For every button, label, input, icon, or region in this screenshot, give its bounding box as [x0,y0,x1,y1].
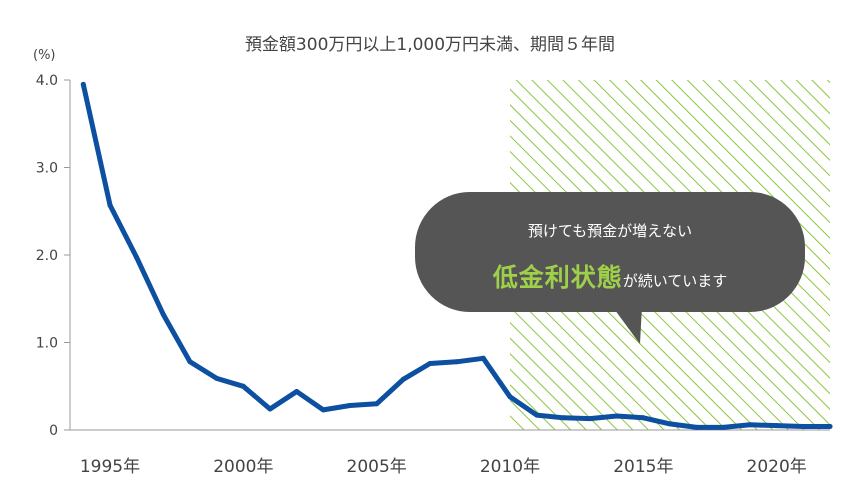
data-point [400,376,406,382]
data-point [454,359,460,365]
y-axis-unit-label: (%) [33,48,56,63]
y-tick-label: 4.0 [36,73,58,89]
data-point [214,375,220,381]
callout-line2: 低金利状態が続いています [415,258,805,294]
data-point [240,383,246,389]
data-point [107,202,113,208]
x-tick-label: 2005年 [347,457,407,477]
data-point [507,394,513,400]
data-point [587,416,593,422]
data-point [80,81,86,87]
y-tick-label: 3.0 [36,161,58,177]
x-tick-label: 2000年 [213,457,273,477]
data-point [560,415,566,421]
x-tick-label: 2010年 [480,457,540,477]
callout-pointer [612,306,642,344]
data-point [774,423,780,429]
data-point [187,359,193,365]
x-tick-label: 2015年 [613,457,673,477]
data-point [480,355,486,361]
data-point [667,421,673,427]
data-point [694,424,700,430]
chart-title: 預金額300万円以上1,000万円未満、期間５年間 [244,35,616,55]
callout-bubble [415,192,805,312]
data-point [134,255,140,261]
data-point [320,407,326,413]
callout-highlight: 低金利状態 [492,263,623,292]
y-tick-label: 1.0 [36,336,58,352]
callout-line2-rest: が続いています [622,272,728,290]
data-point [747,422,753,428]
data-point [294,389,300,394]
data-point [640,415,646,421]
data-point [267,406,273,412]
data-point [427,361,433,366]
y-tick-label: 0 [49,423,58,439]
data-point [800,424,806,429]
x-tick-label: 1995年 [80,457,140,477]
data-point [614,413,620,419]
callout-line1: 預けても預金が増えない [527,222,693,240]
data-point [347,403,353,408]
data-point [374,401,380,407]
data-point [720,424,726,430]
y-tick-label: 2.0 [36,248,58,264]
data-point [160,312,166,317]
data-point [534,412,540,418]
x-tick-label: 2020年 [747,457,807,477]
data-point [827,424,833,429]
